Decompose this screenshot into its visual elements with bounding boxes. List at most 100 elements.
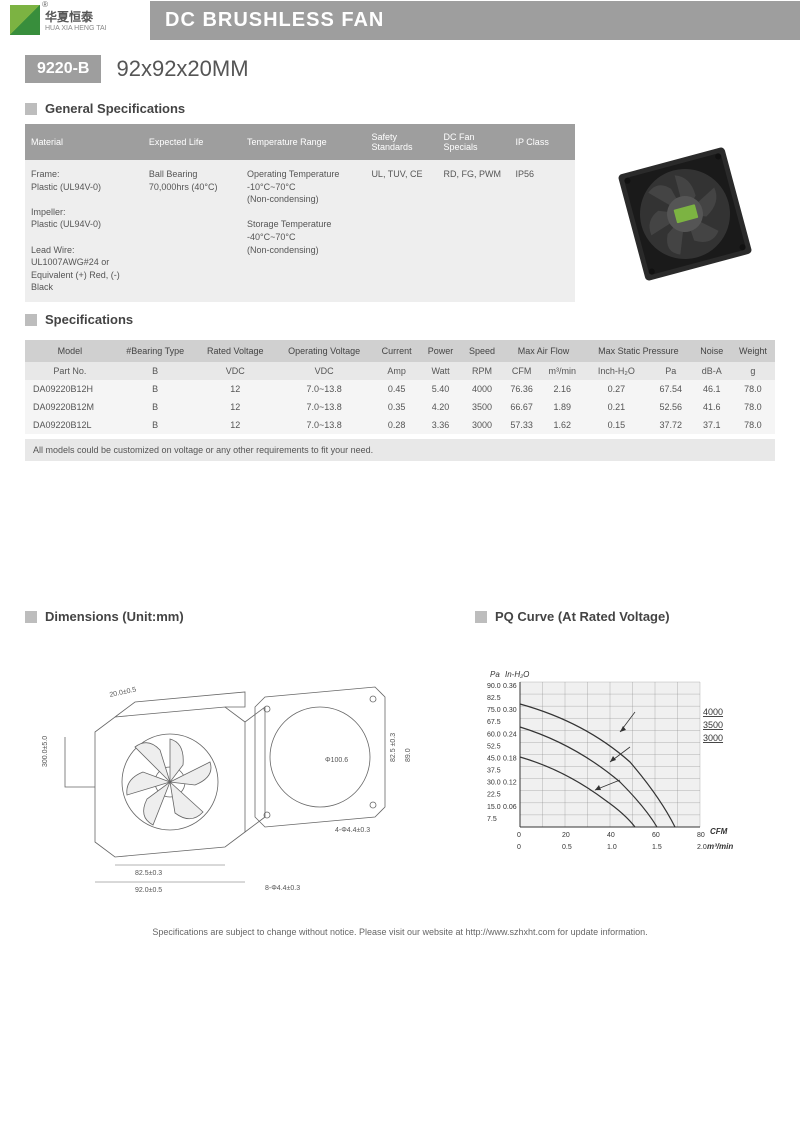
gen-header: IP Class bbox=[509, 124, 575, 160]
spec-cell: 7.0~13.8 bbox=[275, 380, 373, 398]
spec-subheader: Amp bbox=[373, 362, 420, 380]
section-general: General Specifications bbox=[0, 93, 800, 124]
spec-header: Operating Voltage bbox=[275, 340, 373, 362]
spec-header: Rated Voltage bbox=[196, 340, 275, 362]
gen-header: DC Fan Specials bbox=[437, 124, 509, 160]
spec-subheader: g bbox=[731, 362, 775, 380]
spec-header: Max Static Pressure bbox=[584, 340, 693, 362]
section-marker-icon bbox=[25, 611, 37, 623]
spec-cell: 3500 bbox=[461, 398, 503, 416]
svg-text:3000: 3000 bbox=[703, 733, 723, 743]
model-row: 9220-B 92x92x20MM bbox=[0, 40, 800, 93]
section-title: PQ Curve (At Rated Voltage) bbox=[495, 609, 670, 624]
gen-cell: Ball Bearing 70,000hrs (40°C) bbox=[143, 160, 241, 302]
svg-text:30.0: 30.0 bbox=[487, 780, 501, 787]
svg-text:0.5: 0.5 bbox=[562, 844, 572, 851]
gen-header: Temperature Range bbox=[241, 124, 365, 160]
svg-text:15.0: 15.0 bbox=[487, 804, 501, 811]
spec-header: Max Air Flow bbox=[503, 340, 584, 362]
spec-cell: 41.6 bbox=[693, 398, 731, 416]
spec-subheader: Inch-H₂O bbox=[584, 362, 649, 380]
spec-cell: 2.16 bbox=[540, 380, 584, 398]
svg-text:82.5 ±0.3: 82.5 ±0.3 bbox=[390, 733, 397, 762]
svg-text:0.36: 0.36 bbox=[503, 683, 517, 690]
svg-text:60: 60 bbox=[652, 832, 660, 839]
spec-cell: 1.62 bbox=[540, 416, 584, 434]
gen-cell: RD, FG, PWM bbox=[437, 160, 509, 302]
spec-subheader: Watt bbox=[420, 362, 461, 380]
svg-text:80: 80 bbox=[697, 832, 705, 839]
section-marker-icon bbox=[25, 314, 37, 326]
svg-text:89.0: 89.0 bbox=[405, 748, 412, 762]
spec-cell: 1.89 bbox=[540, 398, 584, 416]
spec-cell: 37.72 bbox=[649, 416, 693, 434]
svg-text:8-Φ4.4±0.3: 8-Φ4.4±0.3 bbox=[265, 885, 300, 892]
svg-text:90.0: 90.0 bbox=[487, 683, 501, 690]
spec-header: Model bbox=[25, 340, 115, 362]
logo-chinese: 华夏恒泰 bbox=[45, 8, 107, 25]
svg-text:0: 0 bbox=[517, 844, 521, 851]
svg-text:22.5: 22.5 bbox=[487, 792, 501, 799]
section-specs: Specifications bbox=[0, 304, 800, 335]
svg-text:60.0: 60.0 bbox=[487, 731, 501, 738]
gen-header: Material bbox=[25, 124, 143, 160]
spec-cell: B bbox=[115, 398, 196, 416]
section-title: Dimensions (Unit:mm) bbox=[45, 609, 184, 624]
logo: 华夏恒泰 HUA XIA HENG TAI bbox=[0, 5, 150, 35]
svg-text:7.5: 7.5 bbox=[487, 816, 497, 823]
spec-cell: DA09220B12H bbox=[25, 380, 115, 398]
gen-cell: Frame: Plastic (UL94V-0) Impeller: Plast… bbox=[25, 160, 143, 302]
spec-cell: 78.0 bbox=[731, 416, 775, 434]
section-marker-icon bbox=[25, 103, 37, 115]
spec-cell: B bbox=[115, 416, 196, 434]
spec-cell: DA09220B12L bbox=[25, 416, 115, 434]
spec-cell: 4000 bbox=[461, 380, 503, 398]
spec-cell: 3.36 bbox=[420, 416, 461, 434]
section-pq: PQ Curve (At Rated Voltage) bbox=[475, 601, 775, 632]
svg-text:m³/min: m³/min bbox=[707, 842, 733, 851]
model-badge: 9220-B bbox=[25, 55, 101, 83]
svg-text:0.18: 0.18 bbox=[503, 755, 517, 762]
svg-text:Φ100.6: Φ100.6 bbox=[325, 757, 348, 764]
svg-text:1.5: 1.5 bbox=[652, 844, 662, 851]
technical-drawing: 20.0±0.5 300.0±5.0 82.5±0.3 92.0±0.5 Φ10… bbox=[25, 652, 445, 902]
spec-note: All models could be customized on voltag… bbox=[25, 439, 775, 461]
spec-cell: 66.67 bbox=[503, 398, 541, 416]
spec-cell: 46.1 bbox=[693, 380, 731, 398]
logo-english: HUA XIA HENG TAI bbox=[45, 25, 107, 32]
spec-header: Noise bbox=[693, 340, 731, 362]
model-size: 92x92x20MM bbox=[116, 56, 248, 82]
svg-text:3500: 3500 bbox=[703, 720, 723, 730]
spec-cell: 0.15 bbox=[584, 416, 649, 434]
spec-subheader: CFM bbox=[503, 362, 541, 380]
svg-text:92.0±0.5: 92.0±0.5 bbox=[135, 887, 162, 894]
spec-header: Weight bbox=[731, 340, 775, 362]
svg-text:300.0±5.0: 300.0±5.0 bbox=[42, 736, 49, 767]
svg-text:20.0±0.5: 20.0±0.5 bbox=[109, 686, 137, 699]
spec-cell: DA09220B12M bbox=[25, 398, 115, 416]
spec-header: #Bearing Type bbox=[115, 340, 196, 362]
svg-text:40: 40 bbox=[607, 832, 615, 839]
spec-cell: 0.27 bbox=[584, 380, 649, 398]
gen-header: Expected Life bbox=[143, 124, 241, 160]
spec-cell: 12 bbox=[196, 398, 275, 416]
svg-text:Pa: Pa bbox=[490, 670, 500, 679]
gen-header: Safety Standards bbox=[365, 124, 437, 160]
svg-text:0.24: 0.24 bbox=[503, 731, 517, 738]
svg-text:0.30: 0.30 bbox=[503, 707, 517, 714]
spec-cell: 0.45 bbox=[373, 380, 420, 398]
spec-cell: 78.0 bbox=[731, 398, 775, 416]
spec-cell: 4.20 bbox=[420, 398, 461, 416]
spec-cell: 0.35 bbox=[373, 398, 420, 416]
spec-header: Speed bbox=[461, 340, 503, 362]
spec-subheader: B bbox=[115, 362, 196, 380]
svg-text:45.0: 45.0 bbox=[487, 755, 501, 762]
spec-cell: 67.54 bbox=[649, 380, 693, 398]
spec-cell: 76.36 bbox=[503, 380, 541, 398]
header: 华夏恒泰 HUA XIA HENG TAI DC BRUSHLESS FAN bbox=[0, 0, 800, 40]
spec-cell: 0.21 bbox=[584, 398, 649, 416]
spec-subheader: Pa bbox=[649, 362, 693, 380]
spec-header: Power bbox=[420, 340, 461, 362]
section-marker-icon bbox=[475, 611, 487, 623]
spec-table: Model#Bearing TypeRated VoltageOperating… bbox=[0, 335, 800, 439]
